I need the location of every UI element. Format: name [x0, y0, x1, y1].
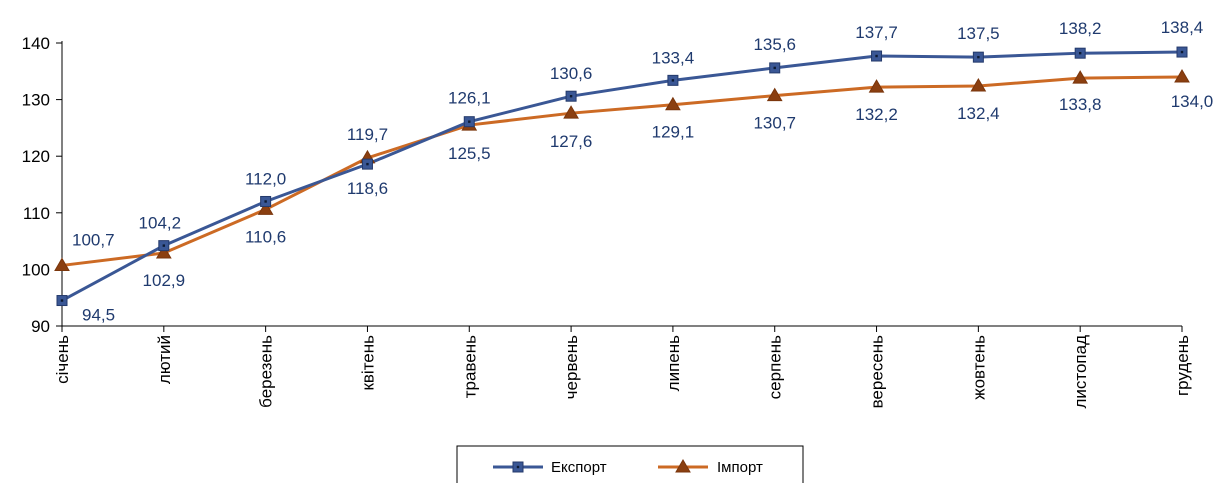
import-point	[155, 244, 172, 259]
export-point-center	[264, 200, 267, 203]
import-data-label: 125,5	[448, 144, 491, 163]
import-point	[665, 96, 681, 111]
import-data-label: 132,4	[957, 104, 1000, 123]
legend: Експорт Імпорт	[456, 445, 804, 483]
import-data-label: 129,1	[652, 123, 695, 142]
export-series-line	[61, 50, 1183, 302]
export-point-center	[366, 162, 369, 166]
export-point-center	[1078, 51, 1082, 55]
import-point	[54, 257, 70, 271]
import-point	[563, 105, 579, 119]
x-tick-label: серпень	[766, 335, 785, 399]
y-tick-label: 120	[22, 147, 50, 166]
export-point-center	[977, 55, 980, 59]
import-data-label: 100,7	[72, 230, 115, 249]
x-tick-label: вересень	[868, 335, 887, 409]
import-point	[1174, 68, 1190, 83]
import-series-line	[61, 75, 1183, 267]
x-tick-label: березень	[257, 335, 276, 408]
export-data-label: 137,7	[855, 23, 898, 42]
legend-import-label: Імпорт	[717, 459, 763, 476]
import-point	[970, 78, 987, 92]
export-data-label: 135,6	[753, 35, 796, 54]
import-data-label: 130,7	[753, 114, 796, 133]
export-data-label: 138,4	[1161, 18, 1204, 37]
export-point-center	[516, 465, 520, 469]
y-tick-label: 100	[22, 260, 50, 279]
import-point	[766, 87, 783, 102]
x-tick-label: липень	[664, 335, 683, 391]
chart-axes: 90 100 110 120 130 140 січень лютий березень квіт…	[22, 34, 1192, 409]
import-data-label: 119,7	[347, 125, 388, 144]
series-layer	[54, 46, 1190, 307]
import-point	[257, 201, 274, 215]
export-data-label: 138,2	[1059, 19, 1102, 38]
export-point-center	[773, 66, 776, 70]
x-tick-label: грудень	[1173, 335, 1192, 396]
x-tick-label: травень	[460, 335, 479, 398]
import-data-label: 132,2	[855, 105, 898, 124]
import-point	[675, 459, 691, 473]
import-data-label: 102,9	[143, 271, 186, 290]
import-point	[868, 79, 885, 93]
export-data-label: 133,4	[652, 48, 695, 67]
export-point-center	[1180, 50, 1184, 54]
export-point-center	[569, 95, 573, 98]
x-tick-label: квітень	[358, 335, 377, 391]
export-data-label: 118,6	[347, 179, 388, 198]
x-tick-label: лютий	[155, 335, 174, 384]
x-tick-label: червень	[562, 335, 581, 399]
import-data-label: 134,0	[1171, 92, 1214, 111]
import-data-label: 110,6	[245, 227, 286, 246]
x-tick-label: січень	[53, 335, 72, 384]
export-point-center	[671, 79, 675, 82]
data-labels: 94,5 104,2 112,0 118,6 126,1 130,6 133,4 135,6 1…	[72, 18, 1213, 324]
export-data-label: 112,0	[245, 169, 286, 188]
export-data-label: 94,5	[82, 306, 115, 325]
x-tick-label: листопад	[1071, 335, 1090, 409]
import-point	[1072, 70, 1089, 84]
export-point-center	[60, 299, 64, 302]
y-tick-label: 110	[23, 204, 50, 223]
x-tick-label: жовтень	[969, 335, 988, 400]
export-data-label: 126,1	[448, 89, 491, 108]
import-data-label: 133,8	[1059, 95, 1102, 114]
y-tick-label: 140	[22, 34, 50, 53]
export-data-label: 130,6	[550, 64, 593, 83]
export-point-center	[875, 54, 878, 58]
export-data-label: 137,5	[957, 24, 1000, 43]
import-data-label: 127,6	[550, 132, 593, 151]
legend-export-label: Експорт	[551, 459, 607, 476]
y-tick-label: 90	[31, 317, 50, 336]
export-data-label: 104,2	[139, 214, 182, 233]
export-point-center	[162, 244, 166, 247]
y-tick-label: 130	[22, 91, 50, 110]
export-point-center	[468, 120, 471, 123]
